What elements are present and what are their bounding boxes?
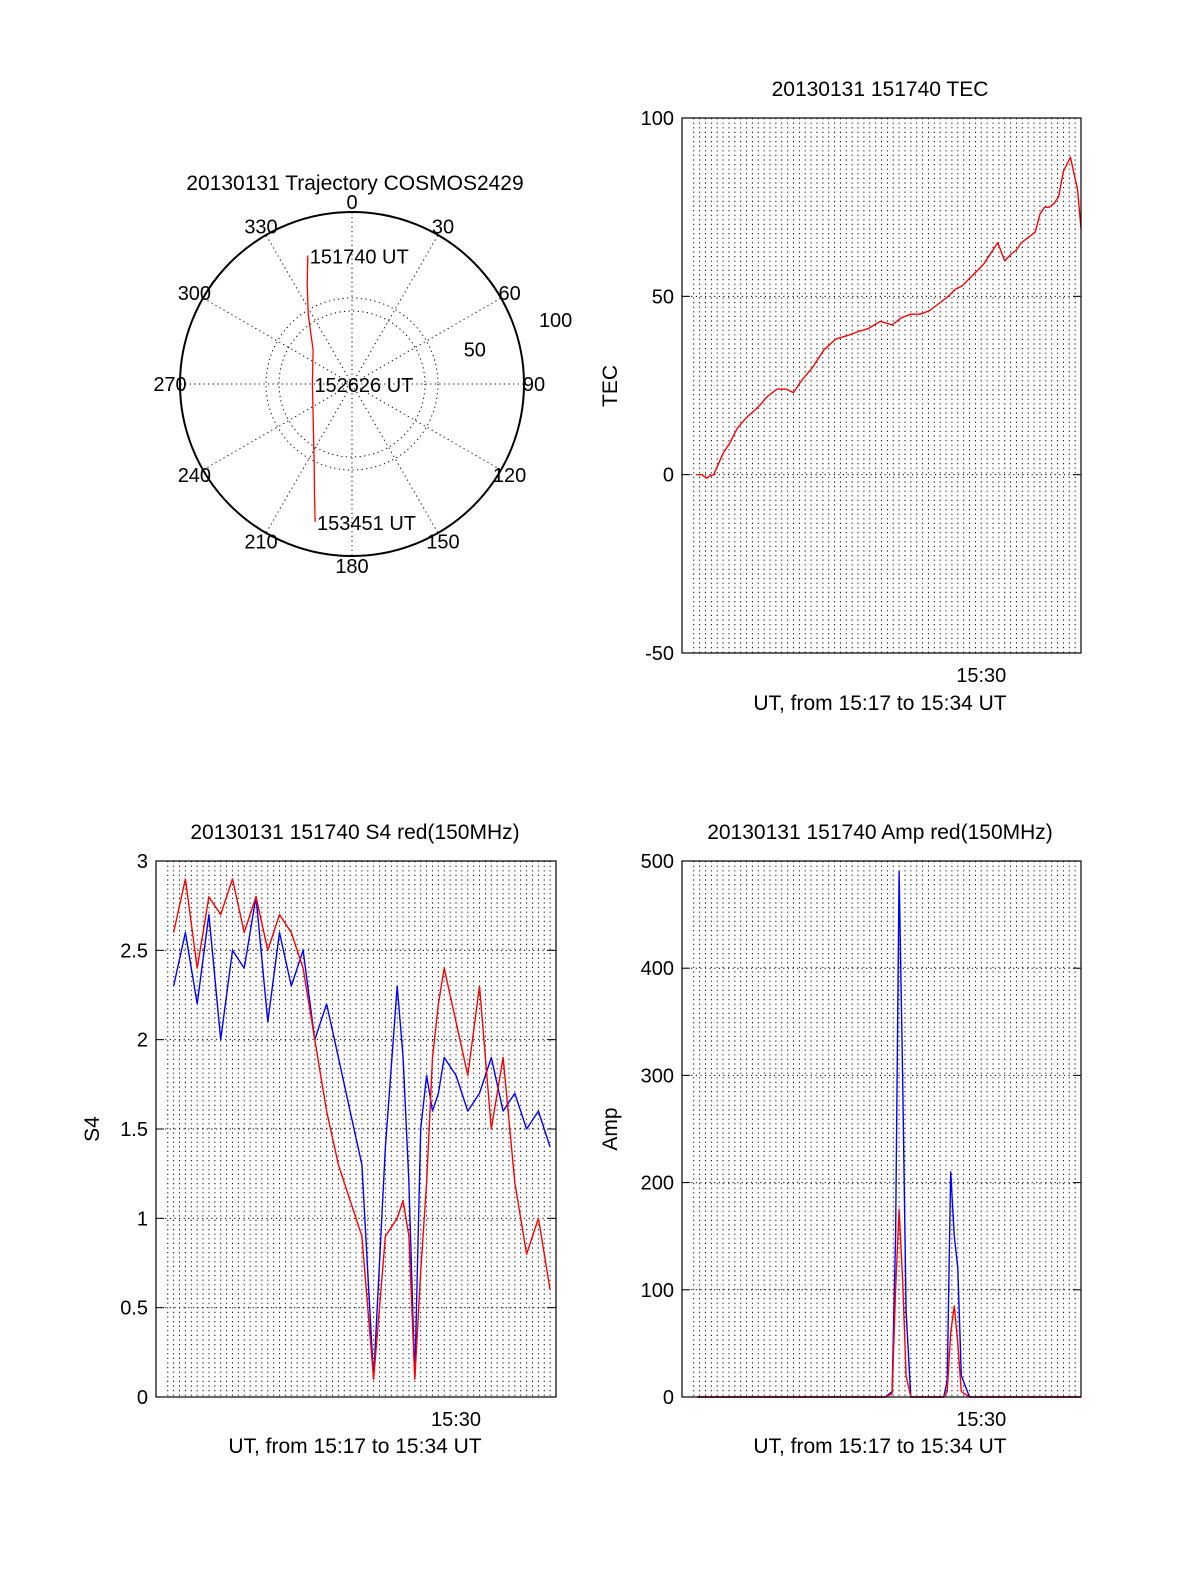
trajectory-path-0 [306,255,316,522]
polar-ring [265,297,439,471]
s4-line-chart: 20130131 151740 S4 red(150MHz) UT, from … [81,821,557,1458]
s4-ytick-label: 1 [137,1208,148,1230]
tec-ytick-label: -50 [645,643,674,665]
amp-plot-frame [681,860,1082,1398]
polar-azimuth-label: 300 [178,283,211,305]
trajectory-title: 20130131 Trajectory COSMOS2429 [186,172,523,195]
trajectory-time-label: 153451 UT [317,513,416,535]
polar-azimuth-label: 0 [346,192,357,214]
amp-ytick-label: 500 [641,851,674,873]
polar-spoke [265,234,353,385]
polar-outer-circle [179,211,525,557]
polar-azimuth-label: 180 [335,556,368,578]
tec-ylabel: TEC [599,365,622,407]
polar-spoke [265,383,353,534]
s4-ytick-label: 3 [137,851,148,873]
polar-azimuth-label: 210 [244,532,277,554]
polar-spoke [202,297,353,385]
polar-spoke [202,383,353,471]
polar-spoke [351,234,439,385]
tec-line-chart: 20130131 151740 TEC UT, from 15:17 to 15… [599,78,1082,715]
amp-ytick-label: 0 [663,1387,674,1409]
polar-radial-label: 100 [539,310,572,332]
s4-series-1 [172,878,551,1380]
polar-ring [278,310,426,458]
tec-ytick-label: 50 [652,286,674,308]
amp-xlabel: UT, from 15:17 to 15:34 UT [753,1435,1006,1458]
polar-azimuth-label: 150 [426,532,459,554]
s4-xlabel: UT, from 15:17 to 15:34 UT [228,1435,481,1458]
trajectory-polar-plot: 20130131 Trajectory COSMOS2429 0 30 60 90 12… [153,172,572,578]
tec-series-0 [697,156,1082,479]
s4-ytick-label: 0.5 [120,1298,148,1320]
tec-title: 20130131 151740 TEC [772,78,989,101]
amp-line-chart: 20130131 151740 Amp red(150MHz) UT, from… [599,821,1082,1458]
polar-azimuth-label: 270 [153,374,186,396]
amp-ytick-label: 300 [641,1065,674,1087]
polar-azimuth-label: 120 [493,465,526,487]
s4-xtick-label: 15:30 [431,1409,481,1431]
polar-spoke [351,383,502,471]
trajectory-time-label: 151740 UT [310,247,409,269]
s4-ytick-label: 2.5 [120,940,148,962]
tec-plot-frame [681,117,1082,654]
polar-azimuth-label: 90 [523,374,545,396]
s4-ytick-label: 0 [137,1387,148,1409]
amp-ytick-label: 200 [641,1173,674,1195]
polar-azimuth-label: 330 [244,216,277,238]
s4-plot-frame [155,860,557,1398]
amp-xtick-label: 15:30 [956,1409,1006,1431]
s4-ytick-label: 2 [137,1030,148,1052]
tec-xlabel: UT, from 15:17 to 15:34 UT [753,692,1006,715]
tec-xtick-label: 15:30 [956,665,1006,687]
polar-radial-label: 50 [464,340,486,362]
polar-spoke [351,297,502,385]
amp-ylabel: Amp [599,1107,622,1150]
polar-azimuth-label: 60 [498,283,520,305]
trajectory-time-label: 152626 UT [314,375,413,397]
s4-ylabel: S4 [81,1116,104,1142]
s4-series-0 [172,896,551,1380]
amp-ytick-label: 400 [641,958,674,980]
polar-spoke [351,383,439,534]
polar-azimuth-label: 30 [432,216,454,238]
tec-ytick-label: 100 [641,108,674,130]
amp-ytick-label: 100 [641,1280,674,1302]
tec-ytick-label: 0 [663,465,674,487]
s4-title: 20130131 151740 S4 red(150MHz) [190,821,519,844]
s4-ytick-label: 1.5 [120,1119,148,1141]
polar-azimuth-label: 240 [178,465,211,487]
amp-title: 20130131 151740 Amp red(150MHz) [707,821,1053,844]
